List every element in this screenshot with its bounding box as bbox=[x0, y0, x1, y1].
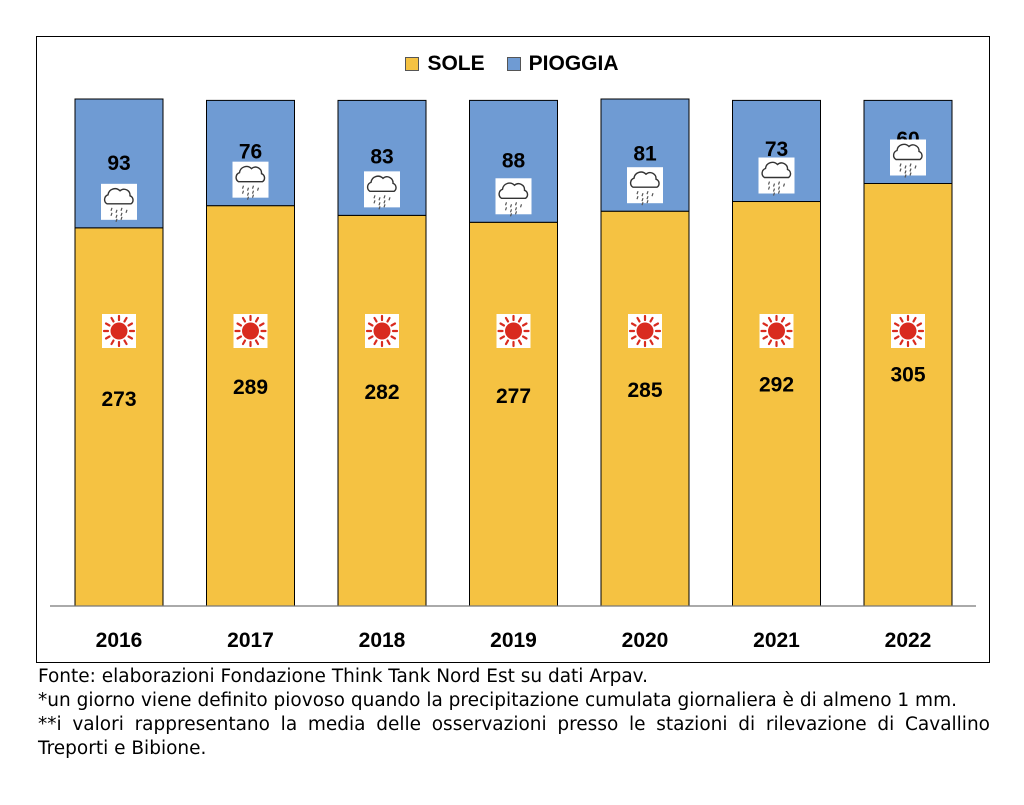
bar-sole-2020 bbox=[600, 210, 690, 607]
rain-cloud-icon bbox=[758, 157, 795, 196]
legend-label-pioggia: PIOGGIA bbox=[528, 52, 619, 75]
x-tick-label-2017: 2017 bbox=[227, 629, 274, 652]
rain-cloud-icon bbox=[627, 167, 663, 206]
data-label-pioggia-2021: 73 bbox=[765, 138, 788, 161]
bar-sole-2022 bbox=[863, 183, 953, 607]
bar-sole-2017 bbox=[206, 205, 295, 607]
data-label-pioggia-2017: 76 bbox=[239, 140, 262, 163]
rain-cloud-icon bbox=[495, 178, 532, 217]
data-label-pioggia-2018: 83 bbox=[370, 146, 393, 169]
data-label-sole-2022: 305 bbox=[890, 364, 925, 387]
legend-label-sole: SOLE bbox=[427, 52, 485, 75]
sun-icon bbox=[365, 314, 399, 348]
legend-item-sole: SOLE bbox=[405, 52, 485, 76]
sun-icon bbox=[759, 314, 794, 348]
legend-item-pioggia: PIOGGIA bbox=[506, 52, 619, 76]
x-tick-label-2021: 2021 bbox=[753, 629, 800, 652]
data-label-sole-2018: 282 bbox=[364, 381, 399, 404]
stations-note: **i valori rappresentano la media delle … bbox=[38, 714, 990, 759]
data-label-pioggia-2016: 93 bbox=[107, 152, 130, 175]
source-note: Fonte: elaborazioni Fondazione Think Tan… bbox=[38, 666, 649, 687]
rainy-day-note: *un giorno viene definito piovoso quando… bbox=[38, 690, 957, 711]
chart-notes: Fonte: elaborazioni Fondazione Think Tan… bbox=[38, 665, 990, 761]
sun-icon bbox=[628, 314, 662, 348]
sun-icon bbox=[496, 314, 531, 348]
x-tick-label-2020: 2020 bbox=[622, 629, 669, 652]
bar-sole-2019 bbox=[469, 221, 558, 607]
sun-icon bbox=[102, 314, 136, 348]
data-label-sole-2020: 285 bbox=[627, 379, 662, 402]
data-label-pioggia-2019: 88 bbox=[502, 149, 526, 172]
legend-swatch-sole bbox=[405, 57, 420, 71]
data-label-sole-2019: 277 bbox=[496, 385, 531, 408]
rain-cloud-icon bbox=[890, 139, 926, 178]
data-label-sole-2021: 292 bbox=[759, 374, 794, 397]
x-tick-label-2022: 2022 bbox=[885, 629, 932, 652]
rain-cloud-icon bbox=[364, 171, 400, 210]
x-tick-label-2018: 2018 bbox=[359, 629, 406, 652]
sun-icon bbox=[233, 314, 268, 348]
bar-sole-2021 bbox=[732, 201, 821, 607]
bar-sole-2018 bbox=[337, 214, 427, 607]
bar-sole-2016 bbox=[74, 227, 164, 607]
data-label-sole-2017: 289 bbox=[233, 376, 268, 399]
rain-cloud-icon bbox=[101, 183, 137, 223]
sun-icon bbox=[891, 314, 925, 348]
data-label-sole-2016: 273 bbox=[101, 388, 136, 411]
x-tick-label-2016: 2016 bbox=[96, 629, 143, 652]
data-label-pioggia-2020: 81 bbox=[633, 143, 657, 166]
legend-swatch-pioggia bbox=[506, 57, 521, 71]
rain-cloud-icon bbox=[232, 161, 269, 200]
x-tick-label-2019: 2019 bbox=[490, 629, 537, 652]
chart-legend: SOLE PIOGGIA bbox=[0, 52, 1024, 76]
